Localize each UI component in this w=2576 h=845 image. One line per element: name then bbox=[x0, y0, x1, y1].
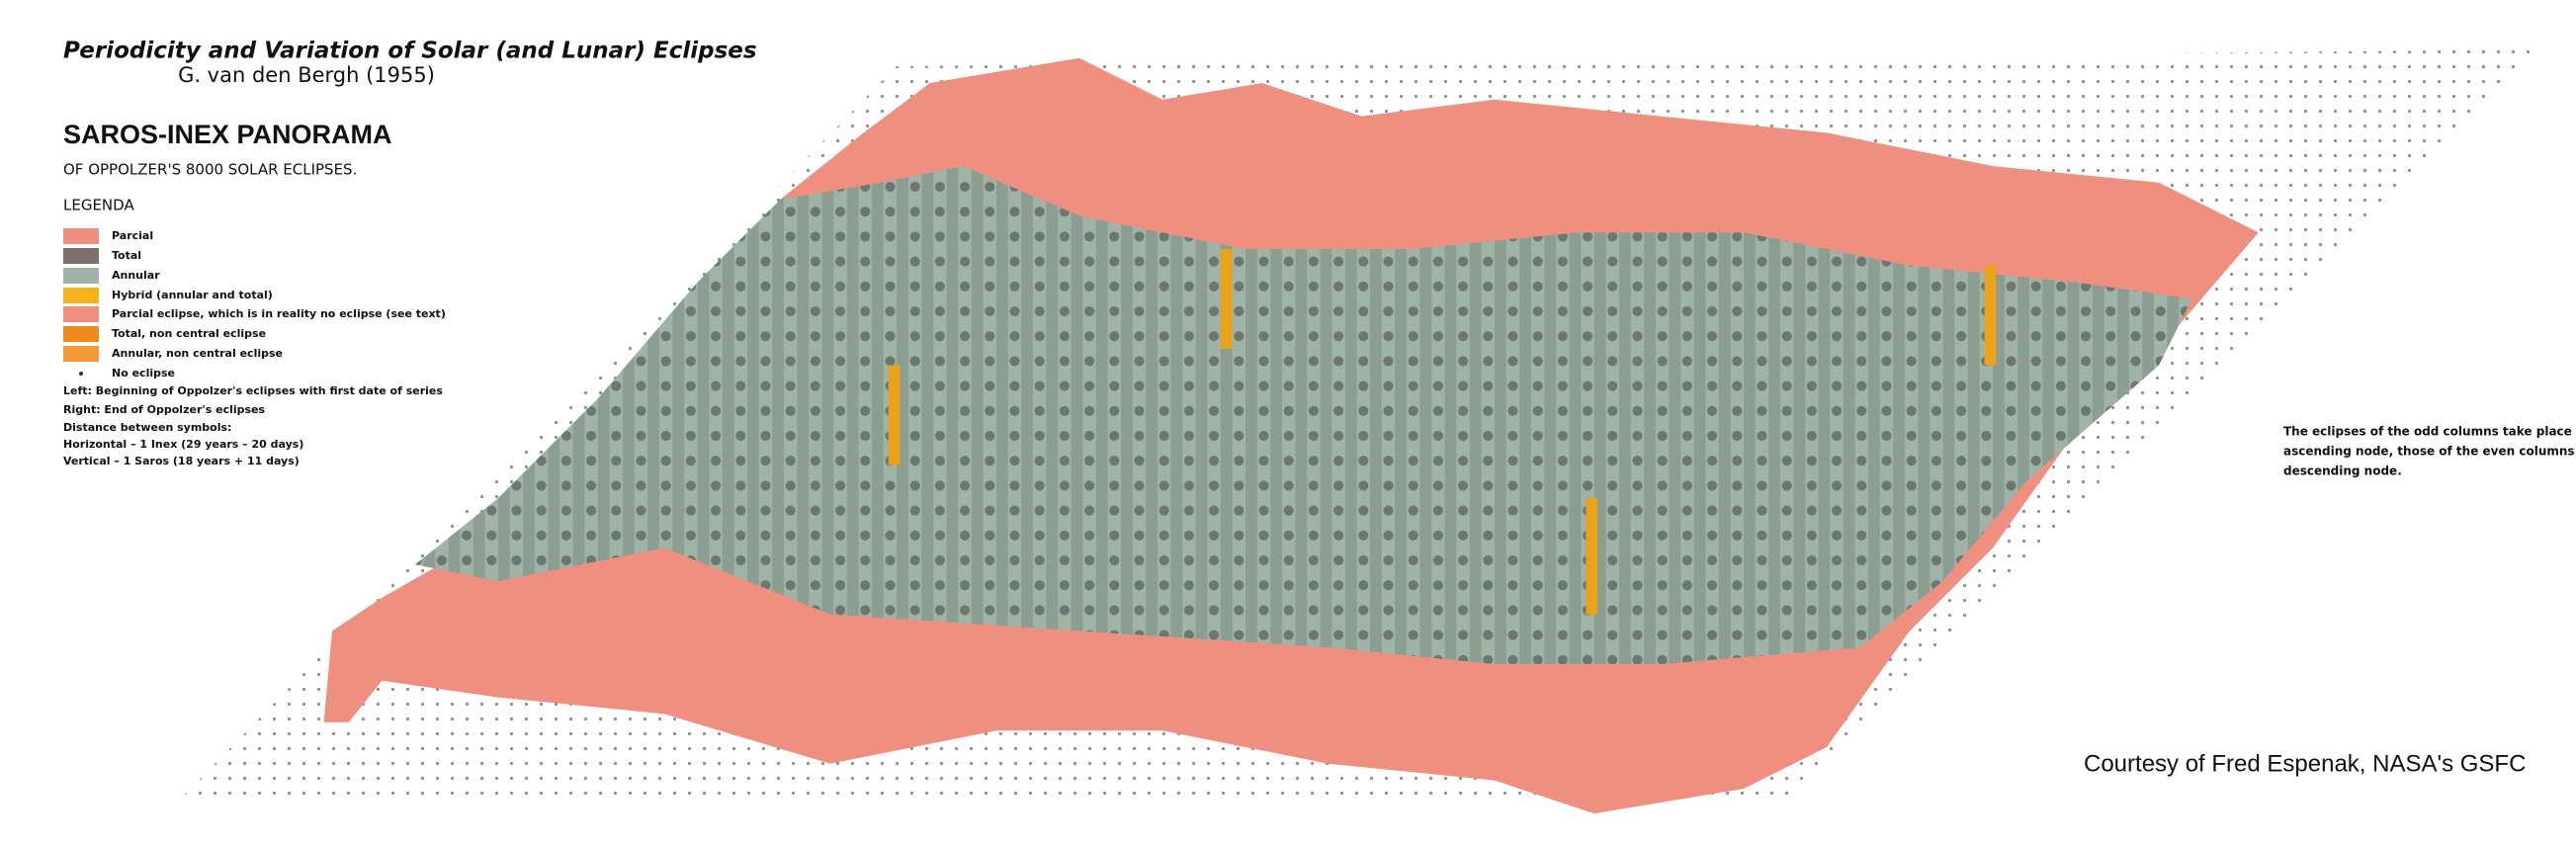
legend-item: Parcial bbox=[112, 229, 153, 242]
node-note-line: descending node. bbox=[2283, 465, 2402, 478]
node-note-line: ascending node, those of the even column… bbox=[2283, 445, 2576, 459]
swatch bbox=[63, 326, 99, 342]
note: Vertical – 1 Saros (18 years + 11 days) bbox=[63, 455, 300, 467]
credit: Courtesy of Fred Espenak, NASA's GSFC bbox=[2084, 750, 2526, 777]
notes: Left: Beginning of Oppolzer's eclipses w… bbox=[63, 384, 443, 467]
subheading: OF OPPOLZER'S 8000 SOLAR ECLIPSES. bbox=[63, 161, 357, 179]
swatch bbox=[79, 372, 83, 376]
note: Horizontal – 1 Inex (29 years – 20 days) bbox=[63, 438, 303, 451]
legend-item: Total bbox=[112, 249, 141, 262]
swatch bbox=[63, 268, 99, 284]
hybrid-strip bbox=[888, 365, 901, 465]
swatch bbox=[63, 346, 99, 362]
eclipse-field bbox=[323, 57, 2259, 814]
legend-item: Annular, non central eclipse bbox=[112, 347, 283, 360]
legend-item: Annular bbox=[112, 269, 160, 282]
swatch bbox=[63, 228, 99, 244]
legend: Parcial Total Annular Hybrid (annular an… bbox=[63, 228, 446, 380]
hybrid-strip bbox=[1586, 498, 1598, 615]
note: Distance between symbols: bbox=[63, 421, 231, 434]
note: Left: Beginning of Oppolzer's eclipses w… bbox=[63, 384, 443, 397]
legend-item: Total, non central eclipse bbox=[112, 327, 266, 340]
hybrid-strip bbox=[1984, 265, 1997, 366]
total-columns bbox=[415, 166, 2192, 664]
swatch bbox=[63, 248, 99, 264]
title: Periodicity and Variation of Solar (and … bbox=[63, 39, 757, 64]
legend-title: LEGENDA bbox=[63, 197, 134, 214]
node-note-line: The eclipses of the odd columns take pla… bbox=[2283, 425, 2576, 439]
subtitle: G. van den Bergh (1955) bbox=[178, 63, 435, 87]
heading: SAROS-INEX PANORAMA bbox=[63, 120, 392, 149]
hybrid-strip bbox=[1220, 249, 1233, 349]
legend-item: Parcial eclipse, which is in reality no … bbox=[112, 307, 446, 320]
legend-item: Hybrid (annular and total) bbox=[112, 289, 273, 301]
legend-item: No eclipse bbox=[112, 367, 175, 380]
swatch bbox=[63, 288, 99, 303]
swatch bbox=[63, 306, 99, 322]
node-note: The eclipses of the odd columns take pla… bbox=[2283, 425, 2576, 478]
note: Right: End of Oppolzer's eclipses bbox=[63, 403, 266, 416]
